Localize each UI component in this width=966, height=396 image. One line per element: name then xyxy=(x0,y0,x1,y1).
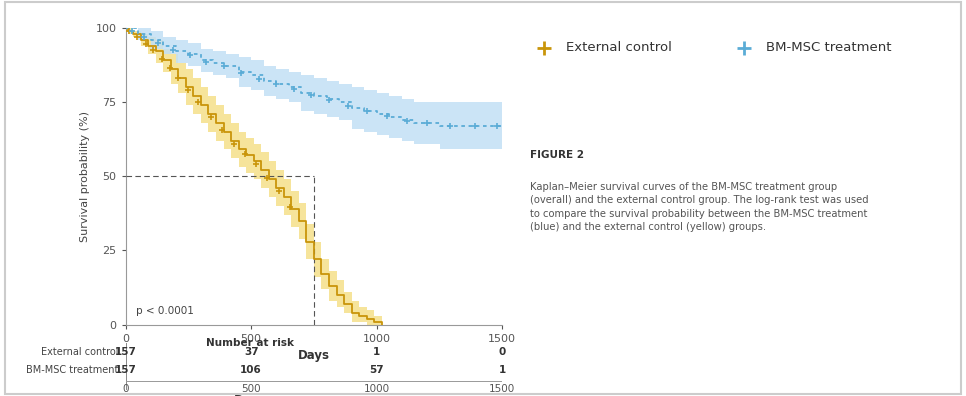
Text: External control: External control xyxy=(41,347,118,358)
Text: Kaplan–Meier survival curves of the BM-MSC treatment group
(overall) and the ext: Kaplan–Meier survival curves of the BM-M… xyxy=(530,182,868,232)
Text: 0: 0 xyxy=(123,384,128,394)
Text: Number at risk: Number at risk xyxy=(206,338,294,348)
Text: 157: 157 xyxy=(115,365,136,375)
Text: BM-MSC treatment: BM-MSC treatment xyxy=(26,365,118,375)
Text: 157: 157 xyxy=(115,347,136,358)
Text: 106: 106 xyxy=(241,365,262,375)
X-axis label: Days: Days xyxy=(298,349,330,362)
Text: 1: 1 xyxy=(373,347,381,358)
Text: Days: Days xyxy=(234,394,266,396)
Text: 1000: 1000 xyxy=(363,384,390,394)
Text: 1500: 1500 xyxy=(489,384,516,394)
Text: 37: 37 xyxy=(243,347,259,358)
Text: External control: External control xyxy=(566,41,672,54)
Text: FIGURE 2: FIGURE 2 xyxy=(530,150,584,160)
Text: 0: 0 xyxy=(498,347,506,358)
Text: BM-MSC treatment: BM-MSC treatment xyxy=(766,41,892,54)
Text: 1: 1 xyxy=(498,365,506,375)
Y-axis label: Survival probability (%): Survival probability (%) xyxy=(80,111,90,242)
Text: 57: 57 xyxy=(369,365,384,375)
Text: 500: 500 xyxy=(242,384,261,394)
Text: p < 0.0001: p < 0.0001 xyxy=(135,306,193,316)
